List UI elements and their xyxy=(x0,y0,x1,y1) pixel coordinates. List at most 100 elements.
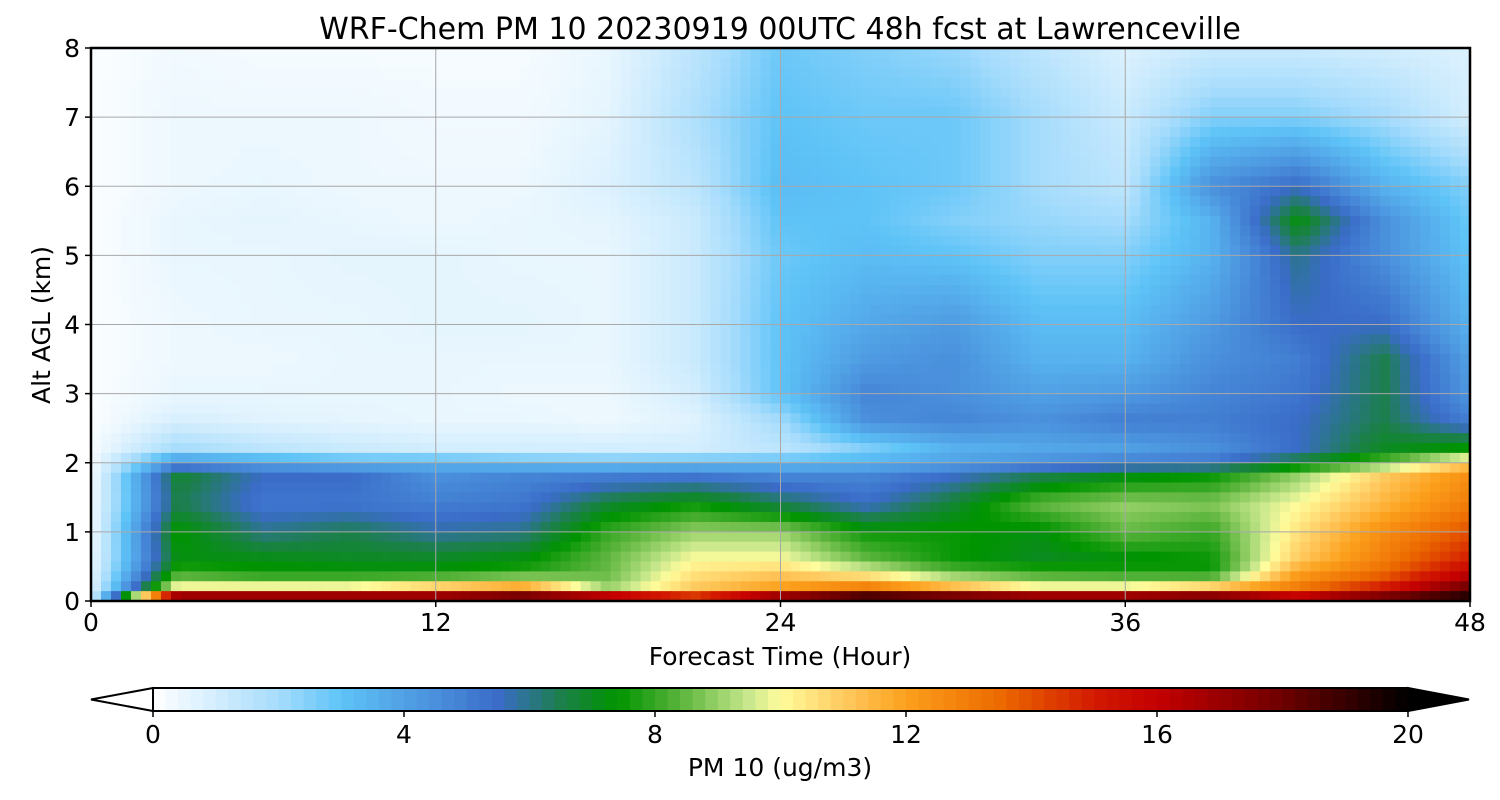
heatmap-cell xyxy=(870,364,882,375)
heatmap-cell xyxy=(890,235,902,247)
heatmap-cell xyxy=(91,235,102,247)
heatmap-cell xyxy=(1300,255,1311,266)
heatmap-cell xyxy=(730,354,742,365)
heatmap-cell xyxy=(620,245,632,256)
heatmap-cell xyxy=(220,127,232,138)
heatmap-cell xyxy=(1200,285,1211,296)
heatmap-cell xyxy=(890,354,902,365)
heatmap-cell xyxy=(880,215,892,227)
heatmap-cell xyxy=(780,117,792,128)
heatmap-cell xyxy=(560,97,572,108)
heatmap-cell xyxy=(1290,176,1301,187)
heatmap-cell xyxy=(900,393,911,405)
heatmap-cell xyxy=(670,364,682,375)
heatmap-cell xyxy=(1320,265,1331,276)
heatmap-cell xyxy=(400,57,412,69)
heatmap-cell xyxy=(370,275,382,286)
heatmap-row xyxy=(91,245,1471,256)
heatmap-cell xyxy=(110,275,122,286)
heatmap-cell xyxy=(340,225,352,237)
heatmap-cell xyxy=(250,146,262,158)
heatmap-row xyxy=(91,393,1471,405)
heatmap-cell xyxy=(140,136,152,148)
heatmap-cell xyxy=(1160,87,1171,98)
heatmap-cell xyxy=(990,176,1001,187)
heatmap-cell xyxy=(300,48,312,59)
heatmap-cell xyxy=(120,146,132,158)
heatmap-cell xyxy=(630,77,642,89)
heatmap-cell xyxy=(570,334,582,345)
heatmap-cell xyxy=(1160,156,1171,168)
heatmap-cell xyxy=(1370,314,1381,326)
heatmap-cell xyxy=(190,334,202,345)
heatmap-cell xyxy=(1270,206,1281,217)
heatmap-cell xyxy=(820,196,832,207)
heatmap-cell xyxy=(600,87,612,98)
heatmap-cell xyxy=(1360,97,1371,108)
heatmap-cell xyxy=(200,97,212,108)
heatmap-cell xyxy=(740,77,752,89)
heatmap-cell xyxy=(180,117,192,128)
heatmap-cell xyxy=(1310,393,1321,405)
heatmap-cell xyxy=(1390,57,1401,69)
heatmap-cell xyxy=(850,255,862,266)
heatmap-cell xyxy=(230,196,242,207)
heatmap-cell xyxy=(420,206,432,217)
heatmap-cell xyxy=(1070,215,1081,227)
heatmap-cell xyxy=(900,354,911,365)
heatmap-cell xyxy=(110,57,122,69)
heatmap-cell xyxy=(150,57,162,69)
heatmap-cell xyxy=(1330,156,1341,168)
heatmap-cell xyxy=(330,136,342,148)
heatmap-cell xyxy=(970,344,981,355)
heatmap-cell xyxy=(1050,117,1061,128)
heatmap-cell xyxy=(1060,373,1071,385)
heatmap-cell xyxy=(920,196,931,207)
heatmap-cell xyxy=(490,136,502,148)
heatmap-cell xyxy=(350,225,362,237)
heatmap-cell xyxy=(1440,344,1451,355)
heatmap-cell xyxy=(670,245,682,256)
heatmap-cell xyxy=(850,324,862,335)
heatmap-cell xyxy=(870,314,882,326)
heatmap-cell xyxy=(1240,275,1251,286)
heatmap-cell xyxy=(450,265,462,276)
heatmap-cell xyxy=(420,393,432,405)
heatmap-cell xyxy=(620,285,632,296)
heatmap-cell xyxy=(1070,166,1081,177)
heatmap-cell xyxy=(830,235,842,247)
heatmap-cell xyxy=(170,225,182,237)
heatmap-cell xyxy=(870,265,882,276)
heatmap-cell xyxy=(350,373,362,385)
heatmap-cell xyxy=(330,255,342,266)
heatmap-cell xyxy=(340,127,352,138)
heatmap-cell xyxy=(150,215,162,227)
heatmap-cell xyxy=(590,77,602,89)
heatmap-cell xyxy=(180,77,192,89)
heatmap-cell xyxy=(600,373,612,385)
heatmap-cell xyxy=(250,334,262,345)
heatmap-cell xyxy=(940,255,951,266)
heatmap-cell xyxy=(470,235,482,247)
heatmap-cell xyxy=(980,206,991,217)
heatmap-cell xyxy=(640,235,652,247)
heatmap-cell xyxy=(930,235,941,247)
heatmap-cell xyxy=(780,215,792,227)
heatmap-cell xyxy=(190,344,202,355)
heatmap-cell xyxy=(110,87,122,98)
heatmap-cell xyxy=(410,304,422,316)
heatmap-cell xyxy=(350,215,362,227)
heatmap-cell xyxy=(1420,107,1431,118)
heatmap-cell xyxy=(180,67,192,79)
heatmap-cell xyxy=(790,186,802,197)
heatmap-cell xyxy=(130,107,142,118)
heatmap-cell xyxy=(650,87,662,98)
heatmap-cell xyxy=(1160,354,1171,365)
heatmap-cell xyxy=(1410,156,1421,168)
heatmap-cell xyxy=(190,245,202,256)
heatmap-cell xyxy=(340,57,352,69)
heatmap-cell xyxy=(440,156,452,168)
heatmap-cell xyxy=(1130,206,1141,217)
heatmap-cell xyxy=(1150,186,1161,197)
heatmap-cell xyxy=(920,48,931,59)
